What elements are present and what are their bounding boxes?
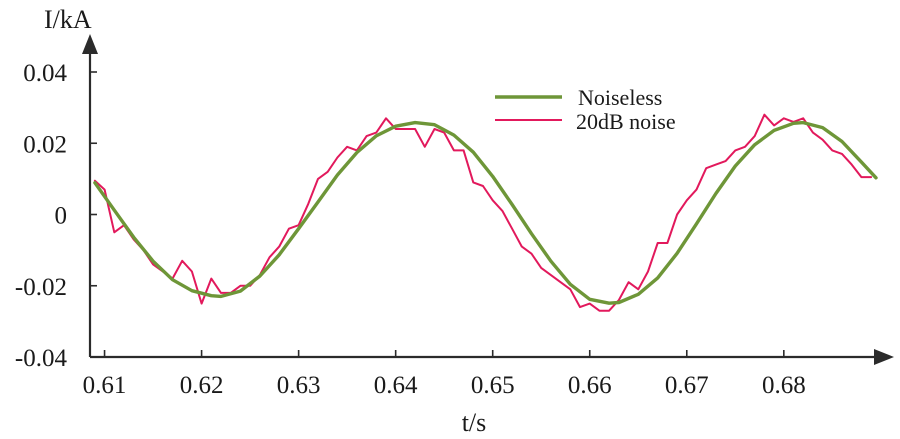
y-tick-label: 0.04 (23, 60, 67, 87)
x-axis-label: t/s (462, 408, 487, 437)
y-axis-arrow (82, 34, 98, 54)
x-ticks: 0.61 0.62 0.63 0.64 0.65 0.66 0.67 0.68 (83, 350, 806, 399)
series-layer (93, 113, 878, 312)
y-tick-label: -0.04 (15, 345, 68, 372)
x-tick-label: 0.65 (471, 372, 515, 399)
series-line-20db-noise (93, 113, 873, 312)
x-tick-label: 0.67 (665, 372, 709, 399)
y-tick-label: 0.02 (23, 131, 67, 158)
y-tick-label: -0.02 (15, 274, 67, 301)
x-tick-label: 0.61 (83, 372, 127, 399)
y-axis-label: I/kA (44, 5, 92, 34)
legend-label-noiseless: Noiseless (578, 85, 662, 110)
series-line-noiseless (93, 120, 878, 305)
x-tick-label: 0.68 (762, 372, 806, 399)
x-tick-label: 0.63 (277, 372, 321, 399)
y-tick-label: 0 (55, 203, 68, 230)
x-tick-label: 0.64 (374, 372, 418, 399)
y-ticks: 0.04 0.02 0 -0.02 -0.04 (15, 60, 97, 372)
legend: Noiseless 20dB noise (495, 85, 676, 134)
x-tick-label: 0.62 (180, 372, 224, 399)
legend-label-20db-noise: 20dB noise (576, 109, 676, 134)
x-tick-label: 0.66 (568, 372, 612, 399)
x-axis-arrow (874, 349, 894, 365)
